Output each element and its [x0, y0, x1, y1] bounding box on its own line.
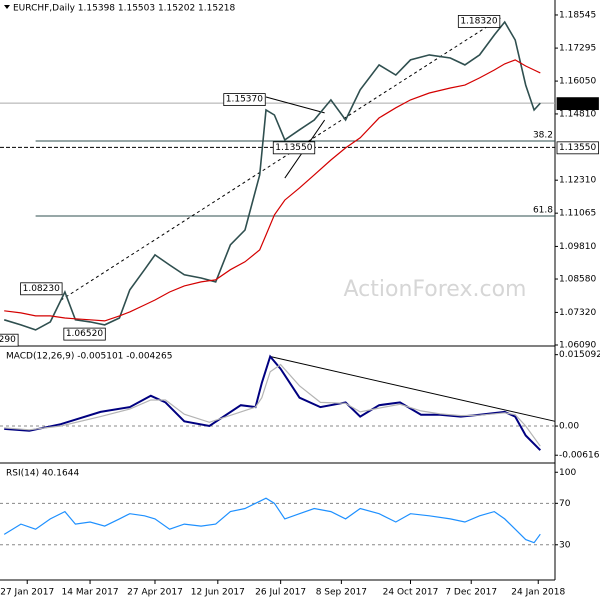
- watermark: ActionForex.com: [344, 277, 527, 302]
- y-tick-label: 100: [559, 468, 576, 478]
- series-line: [4, 363, 541, 447]
- y-tick-label: 1.06090: [559, 341, 596, 351]
- fib-label: 61.8: [533, 205, 553, 215]
- label-box: [457, 15, 501, 28]
- label-box: [556, 141, 599, 155]
- series-line: [4, 59, 541, 322]
- fib-label: 38.2: [533, 130, 553, 140]
- label-box: [272, 141, 316, 155]
- series-line: [3, 20, 541, 331]
- last-price-label: 1.15218: [559, 99, 596, 109]
- price-annotation: 1.13550: [275, 143, 312, 153]
- x-tick-label: 14 Mar 2017: [62, 588, 119, 598]
- x-tick-label: 24 Jan 2018: [511, 588, 565, 598]
- y-tick-label: 1.16050: [559, 77, 596, 87]
- x-tick-label: 27 Apr 2017: [127, 588, 183, 598]
- x-tick-label: 27 Jan 2017: [0, 588, 54, 598]
- y-tick-label: -0.006167: [559, 451, 600, 461]
- y-tick-label: 1.07320: [559, 308, 596, 318]
- support-label: 1.13550: [559, 143, 596, 153]
- y-tick-label: 1.08580: [559, 275, 596, 285]
- x-tick-label: 7 Dec 2017: [445, 588, 497, 598]
- label-box: [0, 333, 19, 347]
- price-annotation: 1.08230: [23, 284, 60, 294]
- x-tick-label: 26 Jul 2017: [255, 588, 306, 598]
- series-line: [3, 497, 541, 544]
- label-box: [20, 282, 63, 296]
- macd-title: MACD(12,26,9) -0.005101 -0.004265: [6, 352, 172, 362]
- chart-title: EURCHF,Daily 1.15398 1.15503 1.15202 1.1…: [13, 4, 236, 14]
- y-tick-label: 1.12310: [559, 176, 596, 186]
- trendline: [265, 96, 325, 114]
- price-annotation: 290: [0, 335, 16, 345]
- x-tick-label: 8 Sep 2017: [316, 588, 367, 598]
- y-tick-label: 1.14810: [559, 109, 596, 119]
- y-tick-label: 1.17295: [559, 44, 596, 54]
- y-tick-label: 1.18545: [559, 10, 596, 20]
- rsi-title: RSI(14) 40.1644: [6, 469, 79, 479]
- y-tick-label: 0.00: [559, 422, 579, 432]
- label-box: [223, 93, 266, 107]
- x-tick-label: 12 Jun 2017: [191, 588, 245, 598]
- y-tick-label: 0.015092: [559, 350, 600, 360]
- x-tick-label: 24 Oct 2017: [383, 588, 439, 598]
- price-annotation: 1.06520: [66, 329, 103, 339]
- price-annotation: 1.18320: [460, 16, 497, 26]
- y-tick-label: 1.09810: [559, 242, 596, 252]
- title-icon: [4, 5, 10, 9]
- price-annotation: 1.15370: [226, 95, 263, 105]
- trendline: [270, 356, 556, 422]
- y-tick-label: 1.11065: [559, 209, 596, 219]
- label-box: [63, 327, 106, 341]
- y-tick-label: 70: [559, 499, 571, 509]
- label-box: [556, 97, 599, 111]
- y-tick-label: 30: [559, 540, 571, 550]
